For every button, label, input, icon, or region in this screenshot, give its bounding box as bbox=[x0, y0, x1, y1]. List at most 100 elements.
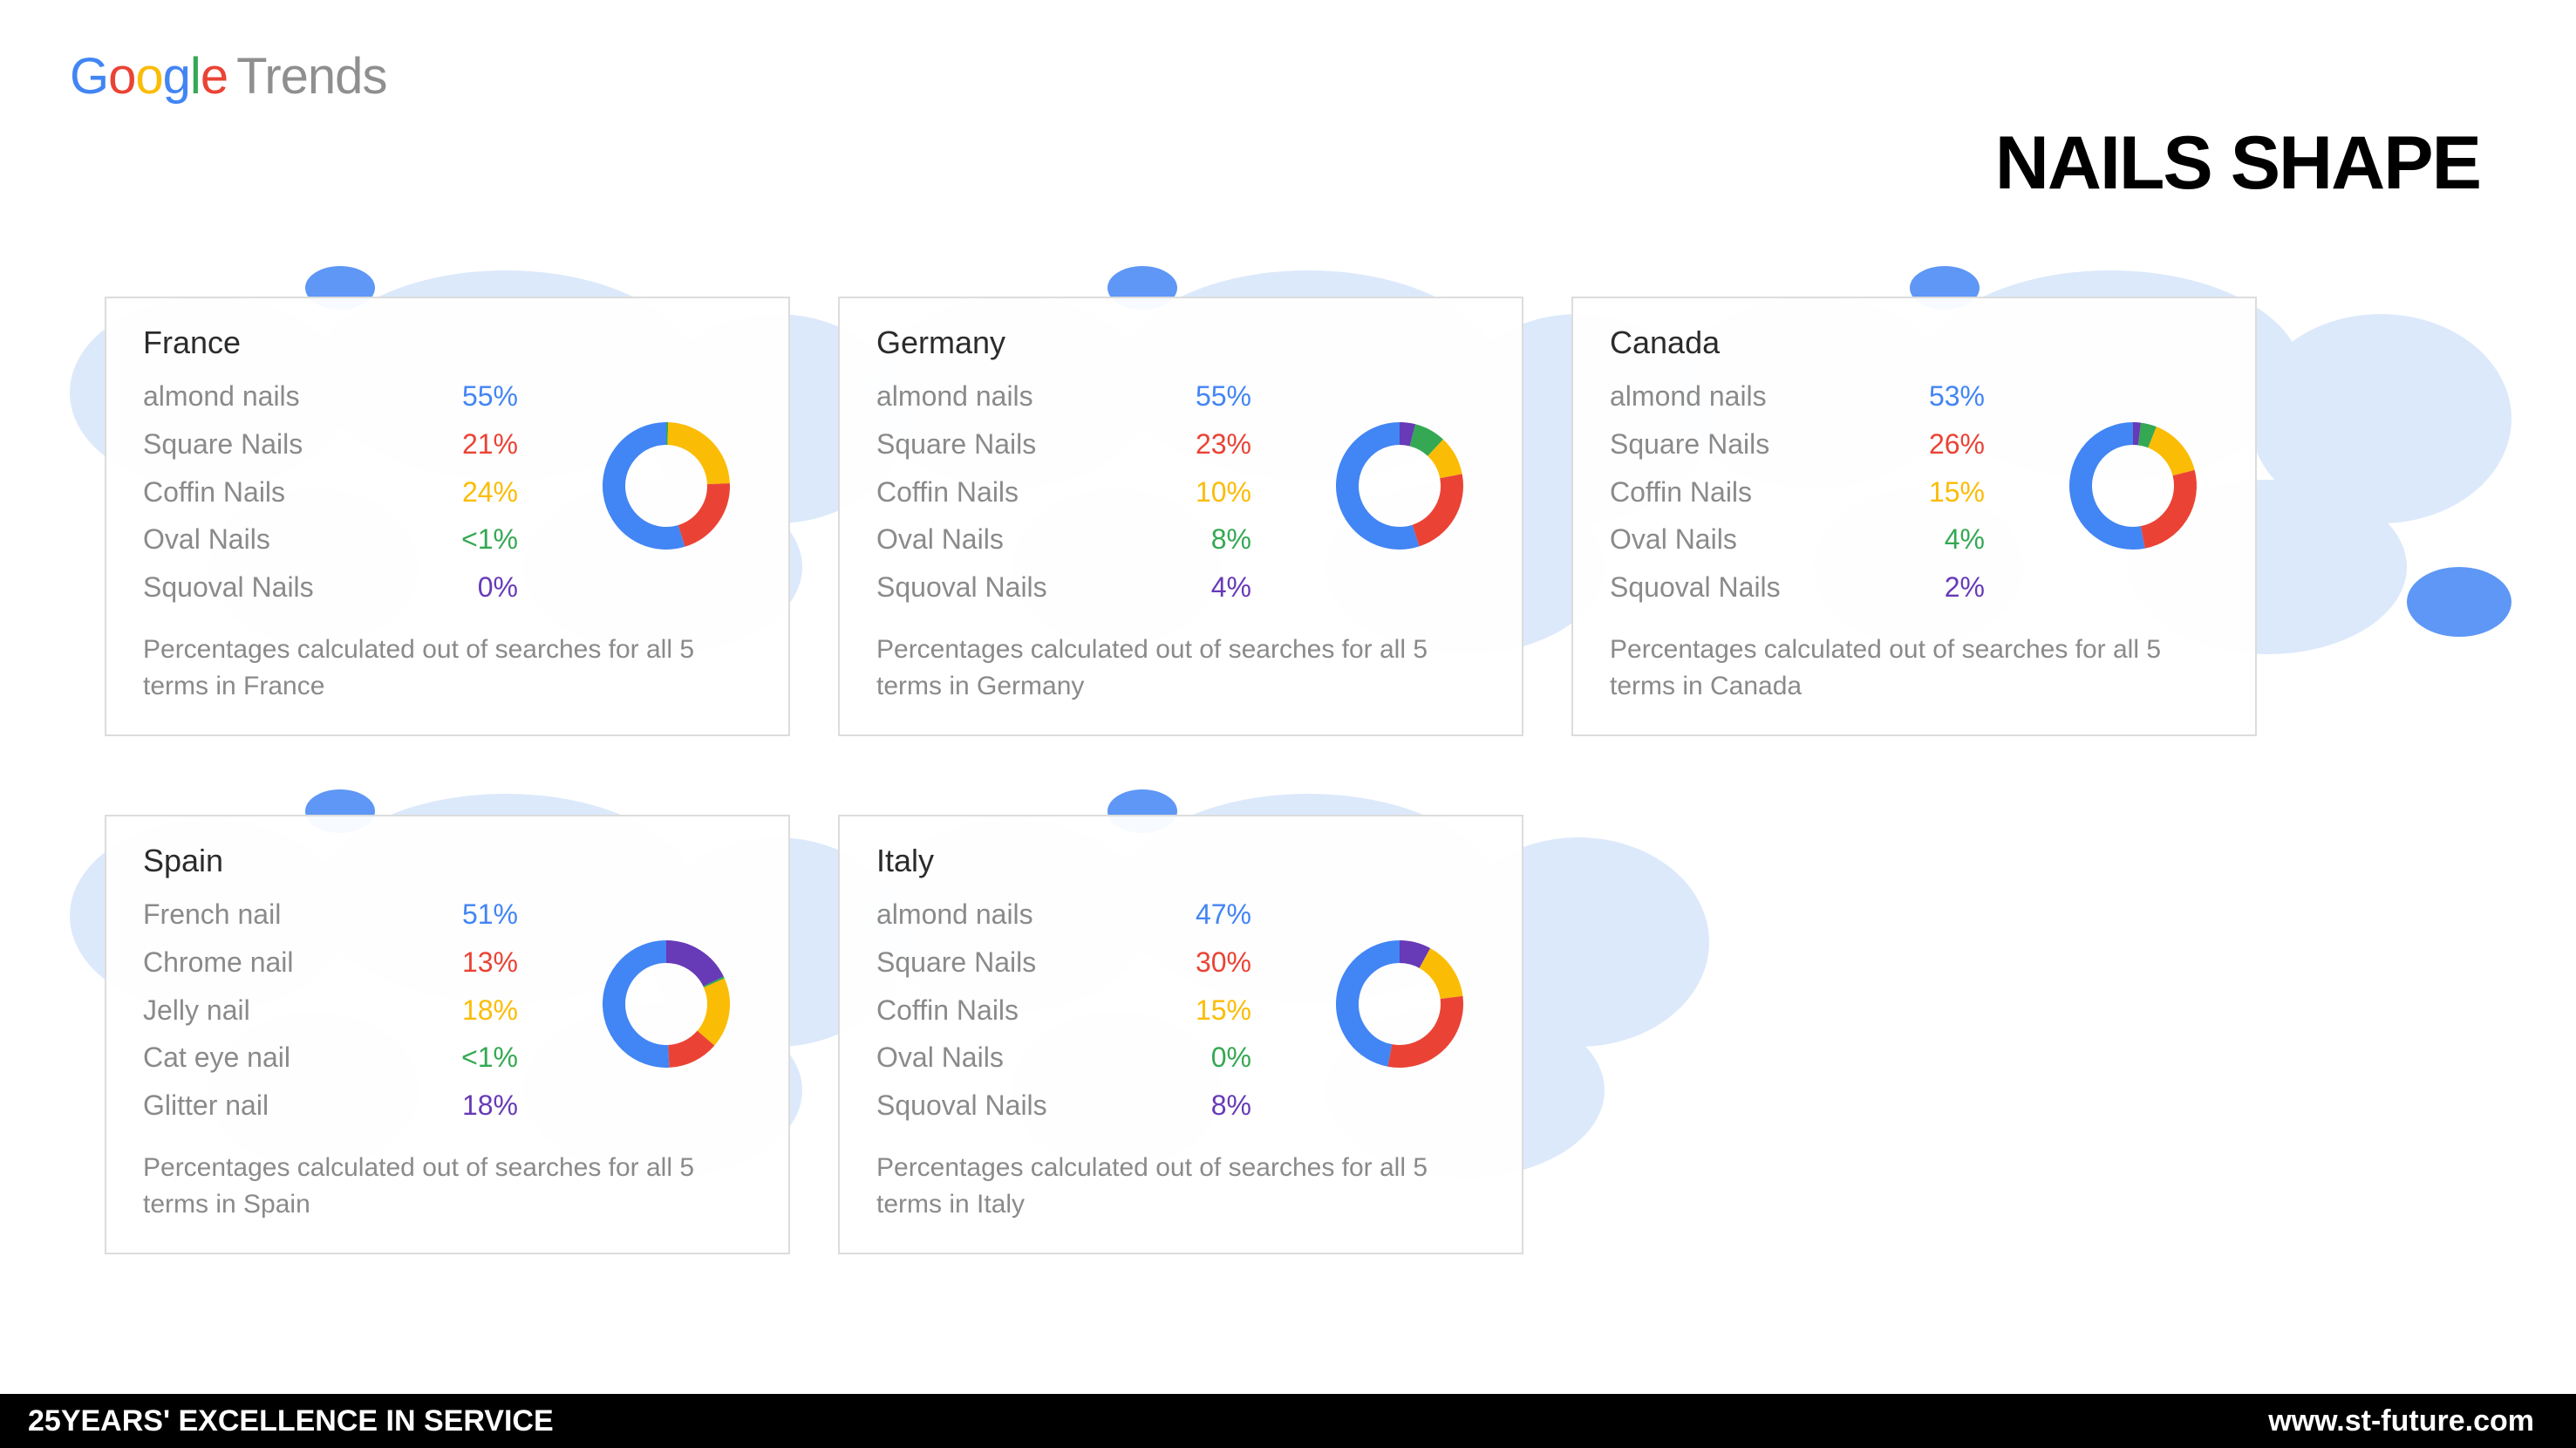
data-row: Coffin Nails10% bbox=[876, 473, 1251, 512]
donut-segment bbox=[1347, 434, 1416, 538]
term-label: Squoval Nails bbox=[1610, 568, 1781, 607]
data-rows: almond nails55%Square Nails23%Coffin Nai… bbox=[876, 377, 1251, 607]
donut-chart bbox=[1325, 930, 1474, 1078]
donut-segment bbox=[1347, 952, 1400, 1055]
donut-chart bbox=[2059, 412, 2207, 560]
donut-segment bbox=[2140, 434, 2153, 437]
term-value: 18% bbox=[440, 1086, 518, 1125]
logo-letter: G bbox=[70, 48, 108, 105]
footer-right: www.st-future.com bbox=[2268, 1404, 2534, 1438]
logo-letter: o bbox=[135, 48, 162, 105]
donut-segment bbox=[668, 434, 719, 484]
google-trends-logo: GoogleTrends bbox=[70, 47, 386, 106]
term-label: almond nails bbox=[876, 377, 1033, 416]
term-value: 26% bbox=[1906, 425, 1985, 464]
country-card-france: Francealmond nails55%Square Nails21%Coff… bbox=[105, 297, 790, 736]
term-value: 0% bbox=[440, 568, 518, 607]
card-note: Percentages calculated out of searches f… bbox=[876, 1150, 1485, 1223]
donut-segment bbox=[682, 484, 719, 536]
term-value: 4% bbox=[1173, 568, 1251, 607]
term-value: 15% bbox=[1173, 991, 1251, 1030]
term-label: Coffin Nails bbox=[876, 991, 1019, 1030]
data-row: Chrome nail13% bbox=[143, 943, 518, 982]
card-note: Percentages calculated out of searches f… bbox=[143, 632, 752, 705]
term-label: Jelly nail bbox=[143, 991, 250, 1030]
logo-letter: o bbox=[108, 48, 135, 105]
term-label: almond nails bbox=[876, 895, 1033, 934]
term-label: Glitter nail bbox=[143, 1086, 269, 1125]
term-label: almond nails bbox=[143, 377, 300, 416]
term-value: 15% bbox=[1906, 473, 1985, 512]
term-label: Square Nails bbox=[876, 943, 1036, 982]
data-row: Square Nails 23% bbox=[876, 425, 1251, 464]
donut-segment bbox=[713, 981, 714, 983]
donut-segment bbox=[2143, 473, 2185, 537]
donut-segment bbox=[2152, 437, 2184, 473]
card-title: France bbox=[143, 324, 752, 361]
data-rows: almond nails 53% Square Nails 26% Coffin Nai… bbox=[1610, 377, 1985, 607]
term-label: Oval Nails bbox=[143, 520, 270, 559]
donut-segment bbox=[666, 952, 713, 981]
term-label: Oval Nails bbox=[876, 520, 1004, 559]
term-value: 51% bbox=[440, 895, 518, 934]
donut-segment bbox=[669, 1038, 706, 1056]
footer-bar: 25YEARS' EXCELLENCE IN SERVICE www.st-fu… bbox=[0, 1394, 2576, 1448]
term-label: Square Nails bbox=[1610, 425, 1769, 464]
country-card-canada: Canada almond nails 53% Square Nails 26% Coff… bbox=[1571, 297, 2257, 736]
country-card-italy: Italyalmond nails47%Square Nails30%Coffi… bbox=[838, 815, 1523, 1254]
term-label: Squoval Nails bbox=[876, 1086, 1047, 1125]
data-row: Coffin Nails 15% bbox=[876, 991, 1251, 1030]
donut-segment bbox=[2081, 434, 2143, 538]
term-value: 55% bbox=[440, 377, 518, 416]
donut-segment bbox=[1400, 434, 1413, 435]
data-row: Glitter nail 18% bbox=[143, 1086, 518, 1125]
term-value: <1% bbox=[440, 520, 518, 559]
donut-chart bbox=[592, 930, 740, 1078]
data-rows: almond nails55%Square Nails21%Coffin Nai… bbox=[143, 377, 518, 607]
card-title: Canada bbox=[1610, 324, 2218, 361]
term-label: almond nails bbox=[1610, 377, 1767, 416]
page-title: NAILS SHAPE bbox=[1995, 120, 2480, 207]
data-row: Squoval Nails 4% bbox=[876, 568, 1251, 607]
term-label: Coffin Nails bbox=[143, 473, 285, 512]
data-row: Square Nails 26% bbox=[1610, 425, 1985, 464]
term-value: 2% bbox=[1906, 568, 1985, 607]
data-row: Squoval Nails 8% bbox=[876, 1086, 1251, 1125]
country-card-germany: Germanyalmond nails55%Square Nails23%Cof… bbox=[838, 297, 1523, 736]
country-card-spain: SpainFrench nail51%Chrome nail13%Jelly n… bbox=[105, 815, 790, 1254]
data-row: Squoval Nails 2% bbox=[1610, 568, 1985, 607]
term-value: 8% bbox=[1173, 520, 1251, 559]
term-label: Square Nails bbox=[876, 425, 1036, 464]
term-label: Coffin Nails bbox=[1610, 473, 1752, 512]
logo-letter: l bbox=[190, 48, 201, 105]
term-label: Coffin Nails bbox=[876, 473, 1019, 512]
term-value: 4% bbox=[1906, 520, 1985, 559]
term-value: 23% bbox=[1173, 425, 1251, 464]
term-value: 8% bbox=[1173, 1086, 1251, 1125]
donut-segment bbox=[705, 983, 719, 1038]
term-label: Squoval Nails bbox=[876, 568, 1047, 607]
term-label: Square Nails bbox=[143, 425, 303, 464]
donut-segment bbox=[614, 952, 669, 1056]
data-row: Oval Nails4% bbox=[1610, 520, 1985, 559]
data-row: almond nails 55% bbox=[143, 377, 518, 416]
donut-chart bbox=[592, 412, 740, 560]
term-value: 47% bbox=[1173, 895, 1251, 934]
data-rows: almond nails 47% Square Nails 30% Coffin Nai… bbox=[876, 895, 1251, 1125]
data-row: Oval Nails <1% bbox=[143, 520, 518, 559]
card-note: Percentages calculated out of searches f… bbox=[1610, 632, 2218, 705]
footer-left: 25YEARS' EXCELLENCE IN SERVICE bbox=[28, 1404, 554, 1438]
term-label: French nail bbox=[143, 895, 281, 934]
term-value: 30% bbox=[1173, 943, 1251, 982]
data-row: Jelly nail18% bbox=[143, 991, 518, 1030]
logo-trends: Trends bbox=[236, 48, 386, 105]
term-label: Chrome nail bbox=[143, 943, 294, 982]
donut-segment bbox=[1425, 958, 1452, 997]
data-row: Oval Nails0% bbox=[876, 1038, 1251, 1077]
data-row: almond nails 47% bbox=[876, 895, 1251, 934]
donut-segment bbox=[1416, 476, 1452, 536]
data-row: Cat eye nail<1% bbox=[143, 1038, 518, 1077]
term-label: Cat eye nail bbox=[143, 1038, 290, 1077]
term-value: 53% bbox=[1906, 377, 1985, 416]
data-rows: French nail51%Chrome nail13%Jelly nail18… bbox=[143, 895, 518, 1125]
